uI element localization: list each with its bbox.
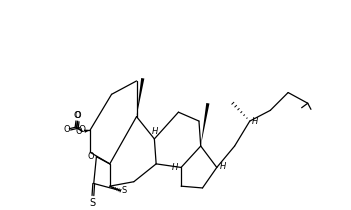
Text: H: H (220, 162, 226, 171)
Text: O: O (63, 126, 70, 134)
Text: S: S (90, 198, 96, 208)
Text: O: O (87, 152, 94, 161)
Text: O: O (79, 125, 86, 134)
Polygon shape (201, 103, 210, 146)
Text: H: H (252, 117, 258, 126)
Text: O: O (75, 111, 81, 120)
Text: O: O (73, 111, 80, 120)
Text: H: H (152, 127, 158, 136)
Text: S: S (122, 186, 127, 195)
Text: H: H (172, 163, 178, 172)
Polygon shape (84, 130, 90, 133)
Polygon shape (137, 78, 144, 117)
Text: O: O (76, 127, 82, 136)
